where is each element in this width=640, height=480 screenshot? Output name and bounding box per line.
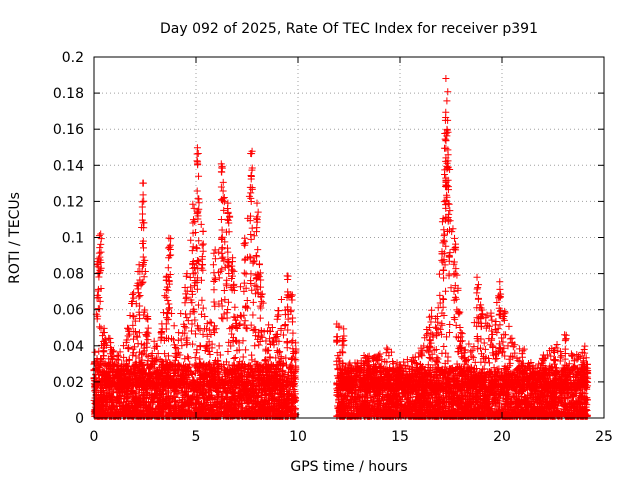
data-point bbox=[203, 397, 211, 405]
data-point bbox=[210, 398, 218, 406]
data-point bbox=[183, 388, 191, 396]
data-point bbox=[166, 405, 174, 413]
data-point bbox=[199, 390, 207, 398]
data-points bbox=[90, 74, 592, 420]
data-point bbox=[185, 402, 193, 410]
data-point bbox=[130, 402, 138, 410]
y-axis-label: ROTI / TECUs bbox=[7, 192, 23, 284]
data-point bbox=[238, 407, 246, 415]
data-point bbox=[254, 407, 262, 415]
data-point bbox=[224, 401, 232, 409]
data-point bbox=[171, 387, 179, 395]
data-point bbox=[102, 402, 110, 410]
data-point bbox=[205, 407, 213, 415]
data-point bbox=[180, 407, 188, 415]
data-point bbox=[109, 393, 117, 401]
data-point bbox=[149, 393, 157, 401]
data-point bbox=[257, 412, 265, 420]
data-point bbox=[227, 387, 235, 395]
data-point bbox=[187, 398, 195, 406]
data-point bbox=[199, 395, 207, 403]
data-point bbox=[128, 390, 136, 398]
data-point bbox=[195, 408, 203, 416]
data-point bbox=[205, 392, 213, 400]
data-point bbox=[140, 392, 148, 400]
data-point bbox=[269, 394, 277, 402]
data-point bbox=[256, 406, 264, 414]
data-point bbox=[257, 391, 265, 399]
data-point bbox=[242, 405, 250, 413]
data-point bbox=[265, 403, 273, 411]
data-point bbox=[167, 392, 175, 400]
data-point bbox=[166, 397, 174, 405]
data-point bbox=[271, 405, 279, 413]
chart-title: Day 092 of 2025, Rate Of TEC Index for r… bbox=[160, 21, 538, 37]
data-point bbox=[248, 386, 256, 394]
data-point bbox=[247, 393, 255, 401]
data-point bbox=[170, 409, 178, 417]
data-point bbox=[213, 393, 221, 401]
data-point bbox=[191, 363, 199, 371]
data-point bbox=[182, 407, 190, 415]
data-point bbox=[154, 412, 162, 420]
data-point bbox=[148, 390, 156, 398]
grid-lines bbox=[94, 57, 604, 418]
data-point bbox=[246, 392, 254, 400]
data-point bbox=[163, 387, 171, 395]
data-point bbox=[231, 405, 239, 413]
data-point bbox=[194, 394, 202, 402]
data-point bbox=[124, 408, 132, 416]
data-point bbox=[187, 412, 195, 420]
data-point bbox=[154, 398, 162, 406]
data-point bbox=[200, 362, 208, 370]
data-point bbox=[241, 388, 249, 396]
data-point bbox=[115, 387, 123, 395]
data-point bbox=[254, 397, 262, 405]
data-point bbox=[185, 394, 193, 402]
data-point bbox=[190, 404, 198, 412]
data-point bbox=[191, 410, 199, 418]
data-point bbox=[96, 395, 104, 403]
data-point bbox=[251, 403, 259, 411]
data-point bbox=[287, 361, 295, 369]
data-point bbox=[231, 392, 239, 400]
data-point bbox=[223, 395, 231, 403]
data-point bbox=[113, 393, 121, 401]
data-point bbox=[282, 403, 290, 411]
data-point bbox=[245, 361, 253, 369]
data-point bbox=[252, 402, 260, 410]
data-point bbox=[230, 388, 238, 396]
data-point bbox=[200, 400, 208, 408]
data-point bbox=[112, 399, 120, 407]
x-axis-label: GPS time / hours bbox=[290, 459, 407, 475]
data-point bbox=[159, 369, 167, 377]
data-point bbox=[182, 391, 190, 399]
data-point bbox=[144, 404, 152, 412]
data-point bbox=[181, 384, 189, 392]
data-point bbox=[178, 387, 186, 395]
data-point bbox=[120, 388, 128, 396]
data-point bbox=[243, 398, 251, 406]
data-point bbox=[108, 395, 116, 403]
data-point bbox=[272, 406, 280, 414]
data-point bbox=[236, 391, 244, 399]
